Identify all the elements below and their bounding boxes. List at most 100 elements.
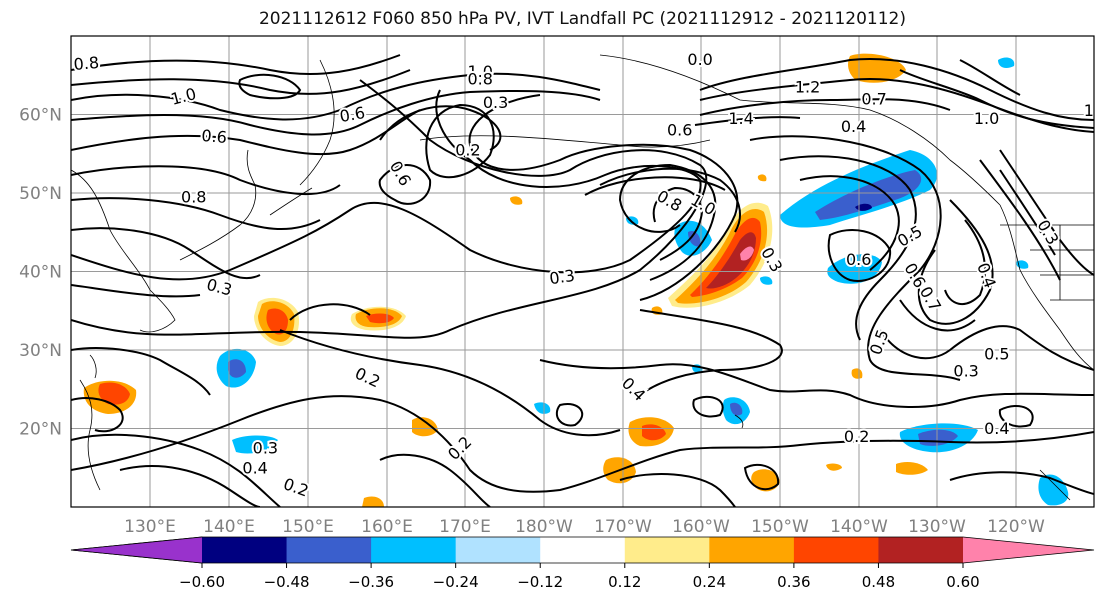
contour-label: 0.2 [352, 363, 383, 391]
pv-contour [71, 54, 401, 75]
pv-contour [917, 199, 994, 325]
pv-contour [71, 165, 341, 195]
colorbar-segment [793, 537, 879, 563]
pv-contour [379, 105, 502, 151]
colorbar-segment [202, 537, 288, 563]
ivt-warm-region [851, 368, 863, 379]
pv-contour [699, 98, 951, 116]
pv-contour [639, 309, 783, 396]
lat-label: 50°N [19, 184, 62, 204]
colorbar-segment [540, 537, 626, 563]
longitude-labels: 130°E 140°E 150°E 160°E 170°E 180°W 170°W 160°W… [124, 517, 1045, 537]
lon-label: 170°W [594, 517, 652, 537]
colorbar-extend-min-fill [71, 537, 202, 563]
coastline-na-west [999, 204, 1094, 371]
coastlines [71, 54, 1094, 501]
lat-label: 20°N [19, 420, 62, 440]
pv-contour [999, 149, 1094, 276]
ivt-blue-region [688, 230, 701, 247]
colorbar-segment [455, 537, 541, 563]
contour-label: 0.2 [455, 140, 480, 159]
contour-label: 0.3 [1033, 216, 1062, 248]
pv-contour [71, 79, 708, 339]
lon-label: 140°E [203, 517, 255, 537]
pv-contour [979, 159, 1061, 281]
ivt-blue-region [228, 359, 246, 378]
ivt-warm-region [896, 462, 928, 475]
lon-label: 130°E [124, 517, 176, 537]
coastline-hawaii [734, 414, 744, 429]
contour-label: 0.8 [181, 187, 206, 206]
coastline-kamchatka [299, 59, 335, 186]
colorbar-tick-label: −0.60 [179, 573, 225, 591]
ivt-blue-region [827, 254, 882, 284]
coastline-philippines [79, 379, 101, 491]
pv-contour [652, 186, 704, 261]
contour-label: 0.0 [687, 50, 712, 69]
pv-contour [584, 176, 726, 196]
lon-label: 150°E [282, 517, 334, 537]
contour-label: 0.3 [205, 275, 235, 300]
contour-label: 0.3 [253, 439, 278, 458]
contour-label: 0.6 [338, 103, 366, 126]
pv-contour [425, 103, 495, 179]
colorbar-tick-label: −0.48 [264, 573, 310, 591]
pv-contour-layer [71, 54, 1094, 507]
lat-label: 30°N [19, 341, 62, 361]
pv-contour [71, 197, 321, 230]
contour-label: 0.7 [861, 89, 886, 108]
pv-contour [699, 78, 1094, 133]
contour-label: 1 [1084, 101, 1094, 120]
contour-label: 0.4 [984, 419, 1009, 438]
contour-label: 0.8 [467, 70, 492, 89]
contour-label: 1.0 [169, 84, 199, 109]
contour-label: 0.4 [841, 117, 866, 136]
contour-label: 0.4 [242, 458, 267, 477]
pv-contour [468, 94, 739, 301]
colorbar-tick-label: 0.60 [946, 573, 979, 591]
contour-label: 0.5 [984, 344, 1009, 363]
pv-contour [71, 347, 211, 396]
coastline-aleutians [419, 135, 711, 148]
lon-label: 130°W [908, 517, 966, 537]
ivt-shading-layer [83, 53, 1069, 507]
figure-title: 2021112612 F060 850 hPa PV, IVT Landfall… [258, 9, 906, 29]
pv-contour [779, 155, 917, 341]
pv-contour [238, 73, 302, 100]
lon-label: 160°W [672, 517, 730, 537]
map-frame [70, 35, 1095, 508]
contour-label: 0.6 [667, 121, 692, 140]
colorbar-tick-label: 0.12 [608, 573, 641, 591]
lon-label: 150°W [751, 517, 809, 537]
pv-contour [119, 465, 261, 507]
pv-contour [699, 58, 1094, 121]
pv-contour [71, 395, 1094, 493]
colorbar-tick-label: −0.12 [517, 573, 563, 591]
lat-label: 40°N [19, 263, 62, 283]
contour-label: 1.4 [728, 109, 753, 128]
ivt-warm-region [751, 469, 780, 492]
pv-contour [71, 89, 601, 136]
pv-contour [692, 395, 724, 418]
contour-label: 0.3 [483, 93, 508, 112]
pv-contour [378, 164, 432, 205]
pv-contour [999, 169, 1056, 256]
pv-contour [743, 463, 780, 491]
contour-label: 0.8 [73, 53, 100, 74]
pv-contour [599, 167, 741, 233]
ivt-warm-region [826, 463, 842, 471]
contour-label: 1.0 [974, 109, 999, 128]
colorbar: −0.60 −0.48 −0.36 −0.24 −0.12 0.12 0.24 0.36 0.4… [70, 536, 1095, 591]
pv-contour [71, 433, 281, 507]
pv-contour [944, 219, 986, 305]
pv-contour [749, 135, 961, 381]
colorbar-segments [70, 536, 1095, 564]
contour-label: 1.2 [795, 78, 820, 97]
pv-contour [379, 453, 491, 507]
pv-contour [959, 59, 1021, 96]
ivt-warm-region [510, 196, 523, 205]
pv-contour [71, 89, 702, 281]
colorbar-extend-max [963, 537, 1094, 563]
